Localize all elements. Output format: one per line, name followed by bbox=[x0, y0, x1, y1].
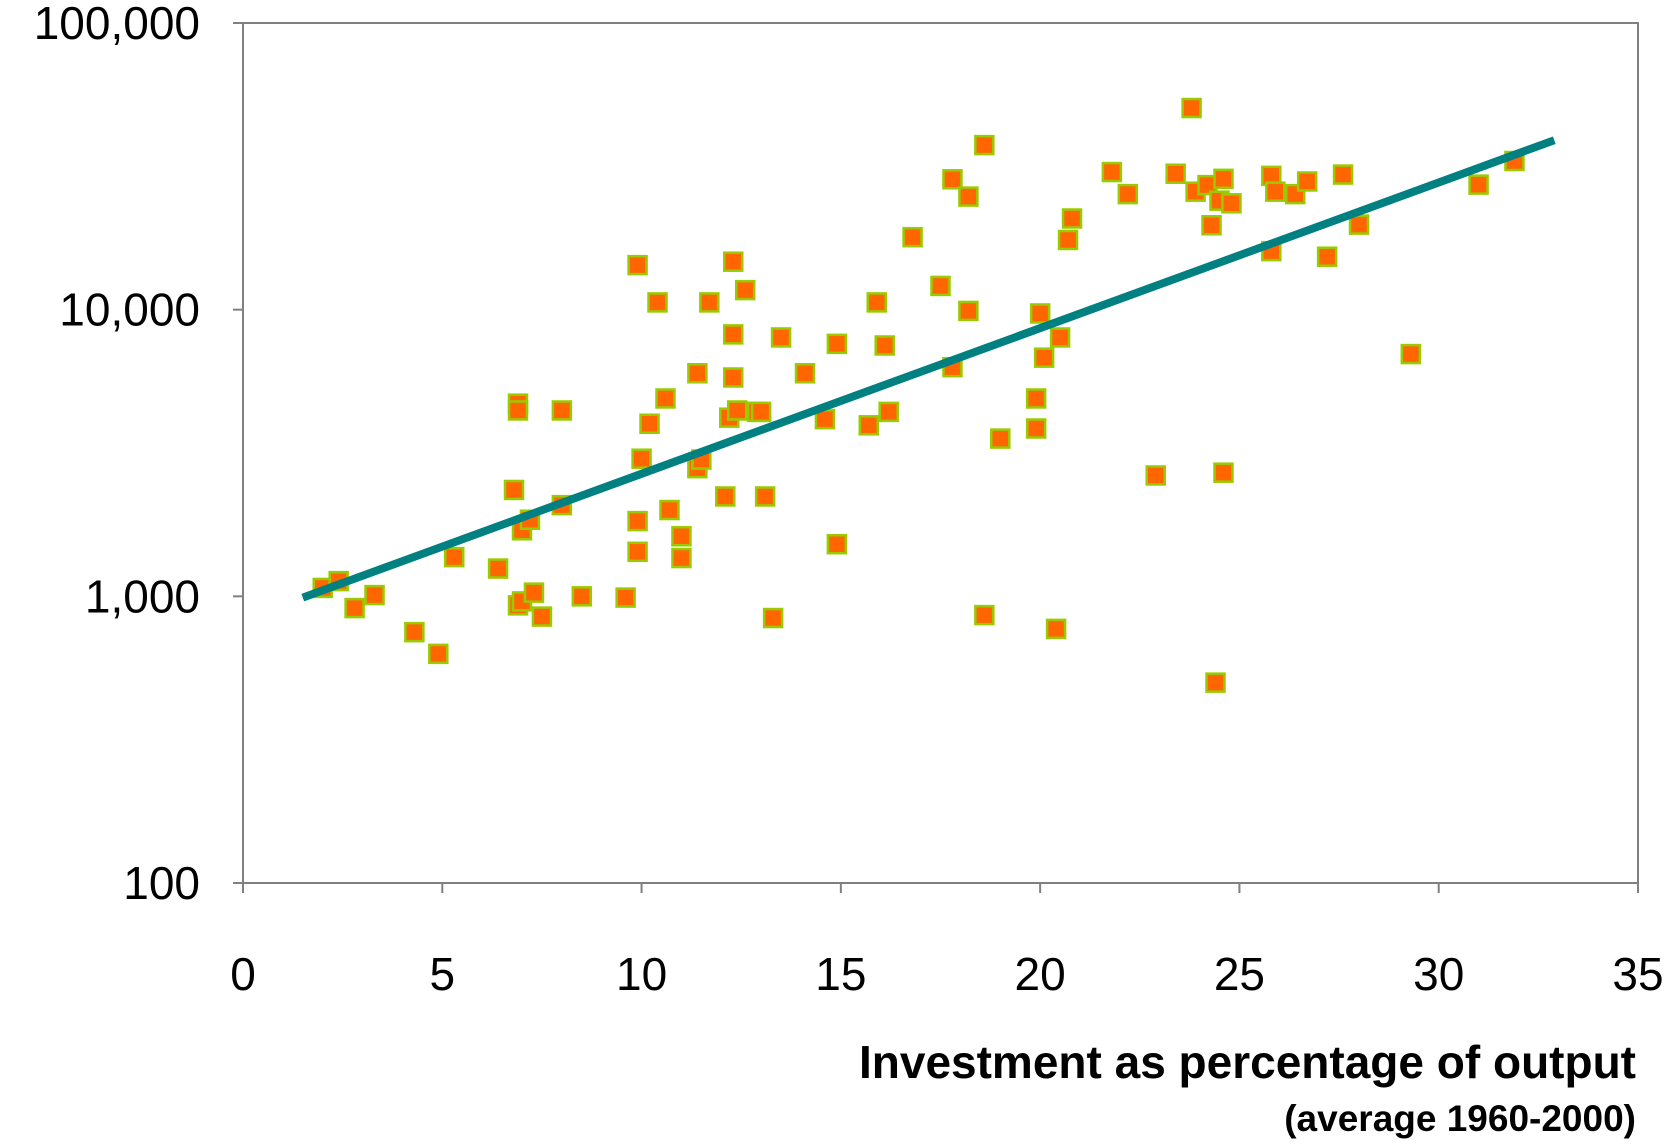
data-point-24 bbox=[631, 448, 652, 469]
data-point-68 bbox=[1045, 618, 1067, 640]
data-point-10 bbox=[507, 400, 529, 421]
data-point-66 bbox=[1029, 303, 1051, 324]
data-point-28 bbox=[659, 499, 680, 521]
data-point-15 bbox=[523, 582, 545, 603]
data-point-6 bbox=[443, 546, 465, 568]
data-point-67 bbox=[1033, 347, 1055, 368]
data-point-64 bbox=[1025, 388, 1047, 409]
data-point-22 bbox=[627, 510, 648, 532]
data-point-18 bbox=[551, 400, 573, 421]
x-tick-label-15: 15 bbox=[815, 948, 866, 1000]
data-point-8 bbox=[503, 479, 525, 501]
data-point-94 bbox=[1468, 174, 1489, 195]
data-point-89 bbox=[1296, 171, 1318, 192]
data-point-47 bbox=[794, 363, 816, 384]
data-point-25 bbox=[639, 413, 660, 434]
data-point-92 bbox=[1348, 214, 1370, 235]
data-point-76 bbox=[1181, 97, 1202, 119]
data-point-79 bbox=[1201, 215, 1222, 236]
data-point-19 bbox=[571, 586, 593, 607]
data-point-74 bbox=[1145, 465, 1166, 486]
data-point-49 bbox=[826, 333, 848, 355]
data-point-35 bbox=[715, 486, 736, 507]
data-point-55 bbox=[902, 226, 923, 248]
data-point-60 bbox=[958, 300, 979, 322]
data-point-72 bbox=[1101, 161, 1123, 183]
data-point-82 bbox=[1213, 168, 1234, 190]
data-point-39 bbox=[722, 367, 744, 388]
data-point-5 bbox=[428, 643, 449, 665]
data-point-7 bbox=[487, 558, 509, 579]
data-point-70 bbox=[1057, 229, 1079, 251]
x-tick-label-30: 30 bbox=[1413, 948, 1464, 1000]
x-tick-label-20: 20 bbox=[1015, 948, 1066, 1000]
data-point-3 bbox=[364, 584, 385, 606]
data-point-21 bbox=[627, 254, 648, 276]
data-point-83 bbox=[1213, 462, 1234, 483]
x-tick-labels: 0 5 10 15 20 25 30 35 bbox=[230, 948, 1663, 1000]
y-tick-label-10000: 10,000 bbox=[59, 284, 200, 336]
x-tick-label-25: 25 bbox=[1214, 948, 1265, 1000]
data-point-59 bbox=[958, 186, 979, 207]
data-point-91 bbox=[1332, 164, 1354, 185]
data-point-51 bbox=[858, 415, 880, 436]
trend-line-group bbox=[301, 136, 1556, 602]
data-point-73 bbox=[1117, 183, 1139, 205]
data-point-20 bbox=[615, 587, 636, 608]
data-point-93 bbox=[1400, 343, 1422, 365]
data-point-52 bbox=[866, 292, 887, 313]
data-point-29 bbox=[671, 526, 692, 547]
y-tick-labels: 100 1,000 10,000 100,000 bbox=[34, 0, 200, 909]
data-point-84 bbox=[1221, 193, 1242, 214]
data-point-43 bbox=[750, 401, 772, 423]
data-point-46 bbox=[770, 327, 792, 348]
data-point-62 bbox=[974, 604, 995, 626]
data-point-41 bbox=[734, 279, 756, 301]
data-point-34 bbox=[699, 292, 720, 313]
data-point-54 bbox=[878, 401, 899, 423]
x-tick-label-0: 0 bbox=[230, 948, 256, 1000]
y-tick-label-1000: 1,000 bbox=[85, 570, 200, 622]
data-point-65 bbox=[1025, 418, 1047, 439]
data-point-57 bbox=[942, 169, 963, 190]
data-point-90 bbox=[1316, 246, 1338, 267]
x-tick-label-5: 5 bbox=[429, 948, 455, 1000]
x-axis-label: Investment as percentage of output bbox=[859, 1036, 1636, 1088]
data-point-2 bbox=[344, 597, 365, 619]
trend-line bbox=[301, 136, 1556, 602]
x-axis-ticks bbox=[233, 22, 1639, 893]
data-point-75 bbox=[1165, 163, 1186, 184]
data-point-26 bbox=[647, 292, 668, 313]
data-point-27 bbox=[655, 388, 676, 409]
data-point-37 bbox=[722, 251, 744, 272]
data-point-69 bbox=[1049, 327, 1071, 348]
y-tick-label-100000: 100,000 bbox=[34, 0, 200, 49]
data-point-63 bbox=[990, 428, 1011, 449]
data-point-44 bbox=[754, 486, 776, 507]
plot-frame bbox=[242, 22, 1639, 884]
data-point-31 bbox=[687, 363, 708, 384]
data-point-53 bbox=[874, 335, 895, 356]
data-point-23 bbox=[627, 541, 648, 563]
data-point-4 bbox=[404, 621, 425, 643]
data-point-56 bbox=[930, 275, 951, 297]
x-axis-sublabel: (average 1960-2000) bbox=[1284, 1098, 1636, 1139]
data-point-45 bbox=[762, 607, 784, 629]
data-point-61 bbox=[974, 134, 995, 156]
data-point-87 bbox=[1265, 181, 1286, 202]
data-point-16 bbox=[531, 606, 553, 627]
y-tick-label-100: 100 bbox=[123, 857, 200, 909]
data-point-71 bbox=[1061, 208, 1083, 229]
data-point-50 bbox=[826, 533, 848, 555]
data-point-30 bbox=[671, 547, 692, 569]
data-point-40 bbox=[726, 400, 748, 421]
x-tick-label-35: 35 bbox=[1612, 948, 1663, 1000]
data-point-80 bbox=[1205, 672, 1226, 693]
data-points bbox=[312, 97, 1525, 693]
x-tick-label-10: 10 bbox=[616, 948, 667, 1000]
data-point-38 bbox=[722, 324, 744, 345]
